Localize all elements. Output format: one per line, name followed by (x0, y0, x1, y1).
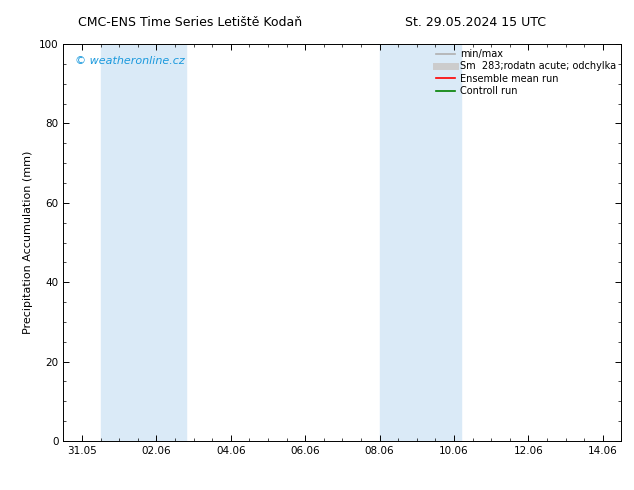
Y-axis label: Precipitation Accumulation (mm): Precipitation Accumulation (mm) (23, 151, 34, 334)
Legend: min/max, Sm  283;rodatn acute; odchylka, Ensemble mean run, Controll run: min/max, Sm 283;rodatn acute; odchylka, … (434, 47, 618, 98)
Bar (101, 44, 186, 441)
Text: © weatheronline.cz: © weatheronline.cz (75, 56, 184, 66)
Text: St. 29.05.2024 15 UTC: St. 29.05.2024 15 UTC (405, 16, 546, 28)
Text: CMC-ENS Time Series Letiště Kodaň: CMC-ENS Time Series Letiště Kodaň (78, 16, 302, 28)
Bar (380, 44, 462, 441)
